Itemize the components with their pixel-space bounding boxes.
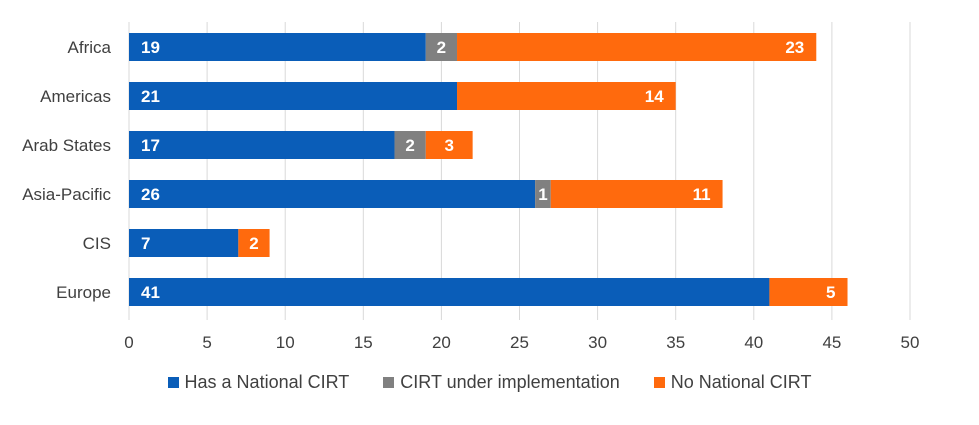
bar-segment-asia-pacific-s2 (550, 180, 723, 208)
x-tick-label-10: 10 (276, 333, 295, 352)
bar-value-label-africa-s1: 2 (437, 38, 446, 57)
category-label-americas: Americas (40, 87, 111, 106)
x-tick-label-35: 35 (666, 333, 685, 352)
bar-segment-arab-states-s1 (394, 131, 426, 159)
x-tick-label-40: 40 (744, 333, 763, 352)
legend-item-under-implementation: CIRT under implementation (383, 372, 620, 393)
bar-value-label-europe-s0: 41 (141, 283, 160, 302)
x-tick-label-50: 50 (901, 333, 920, 352)
bar-value-label-arab-states-s0: 17 (141, 136, 160, 155)
legend-label-under-implementation: CIRT under implementation (400, 372, 620, 392)
category-label-arab-states: Arab States (22, 136, 111, 155)
x-tick-label-20: 20 (432, 333, 451, 352)
x-tick-label-5: 5 (202, 333, 211, 352)
x-tick-label-45: 45 (822, 333, 841, 352)
bar-value-label-asia-pacific-s0: 26 (141, 185, 160, 204)
x-tick-label-30: 30 (588, 333, 607, 352)
x-tick-label-0: 0 (124, 333, 133, 352)
legend-label-no-cirt: No National CIRT (670, 372, 812, 392)
legend-item-no-cirt: No National CIRT (653, 372, 812, 393)
legend-swatch-under-implementation (383, 377, 395, 388)
bar-segment-africa-s1 (425, 33, 458, 61)
bar-value-label-americas-s2: 14 (645, 87, 664, 106)
legend: Has a National CIRT CIRT under implement… (0, 372, 979, 393)
legend-item-has-cirt: Has a National CIRT (167, 372, 350, 393)
bar-value-label-americas-s0: 21 (141, 87, 160, 106)
bar-segment-africa-s2 (457, 33, 817, 61)
category-label-cis: CIS (83, 234, 111, 253)
bar-value-label-africa-s2: 23 (785, 38, 804, 57)
bar-segment-arab-states-s0 (129, 131, 395, 159)
bar-segment-arab-states-s2 (425, 131, 473, 159)
bar-value-label-asia-pacific-s2: 11 (693, 185, 711, 204)
legend-swatch-no-cirt (653, 377, 665, 388)
bar-value-label-cis-s2: 2 (249, 234, 258, 253)
bar-segment-cis-s0 (129, 229, 239, 257)
x-tick-label-25: 25 (510, 333, 529, 352)
bar-segment-americas-s0 (129, 82, 458, 110)
category-label-asia-pacific: Asia-Pacific (22, 185, 111, 204)
bar-segment-asia-pacific-s0 (129, 180, 536, 208)
bar-value-label-europe-s2: 5 (826, 283, 835, 302)
bar-segment-cis-s2 (238, 229, 270, 257)
bar-value-label-arab-states-s2: 3 (444, 136, 453, 155)
bar-value-label-asia-pacific-s1: 1 (538, 185, 547, 204)
bar-segment-asia-pacific-s1 (535, 180, 551, 208)
bar-value-label-africa-s0: 19 (141, 38, 160, 57)
legend-swatch-has-cirt (167, 377, 179, 388)
bar-segment-europe-s2 (769, 278, 848, 306)
x-tick-label-15: 15 (354, 333, 373, 352)
bar-value-label-cis-s0: 7 (141, 234, 150, 253)
bar-value-label-arab-states-s1: 2 (405, 136, 414, 155)
bar-segment-americas-s2 (457, 82, 676, 110)
bar-segment-africa-s0 (129, 33, 426, 61)
category-label-africa: Africa (68, 38, 112, 57)
bar-segment-europe-s0 (129, 278, 770, 306)
category-label-europe: Europe (56, 283, 111, 302)
legend-label-has-cirt: Has a National CIRT (184, 372, 350, 392)
